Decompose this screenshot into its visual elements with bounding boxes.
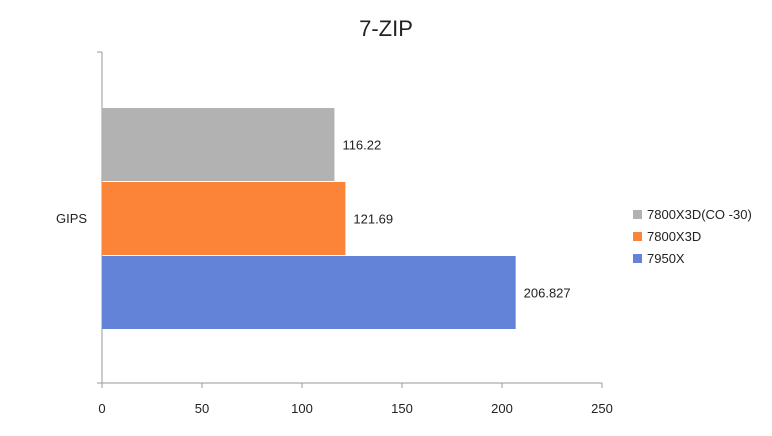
x-axis-ticks: 0 50 100 150 200 250 — [98, 383, 613, 416]
bar-7800x3d-co-30 — [102, 108, 335, 181]
data-label: 121.69 — [353, 212, 393, 227]
x-tick-label: 200 — [491, 401, 513, 416]
data-label: 116.22 — [342, 138, 381, 153]
legend-swatch — [633, 210, 642, 219]
x-tick-label: 100 — [291, 401, 313, 416]
x-tick-label: 250 — [591, 401, 613, 416]
x-tick-label: 150 — [391, 401, 413, 416]
legend-label: 7950X — [647, 251, 685, 266]
bar-7950x — [102, 256, 516, 329]
data-label: 206.827 — [524, 286, 571, 301]
legend-label: 7800X3D — [647, 229, 701, 244]
x-tick-label: 50 — [195, 401, 209, 416]
chart-title: 7-ZIP — [359, 16, 413, 41]
y-axis-ticks — [97, 51, 102, 384]
x-tick-label: 0 — [98, 401, 105, 416]
legend-swatch — [633, 254, 642, 263]
legend-swatch — [633, 232, 642, 241]
legend-label: 7800X3D(CO -30) — [647, 207, 752, 222]
bars — [102, 108, 516, 329]
legend: 7800X3D(CO -30) 7800X3D 7950X — [633, 207, 752, 266]
category-label: GIPS — [56, 211, 87, 226]
bar-7800x3d — [102, 182, 346, 255]
category-labels: GIPS — [56, 211, 87, 226]
data-labels: 116.22 121.69 206.827 — [342, 138, 570, 301]
